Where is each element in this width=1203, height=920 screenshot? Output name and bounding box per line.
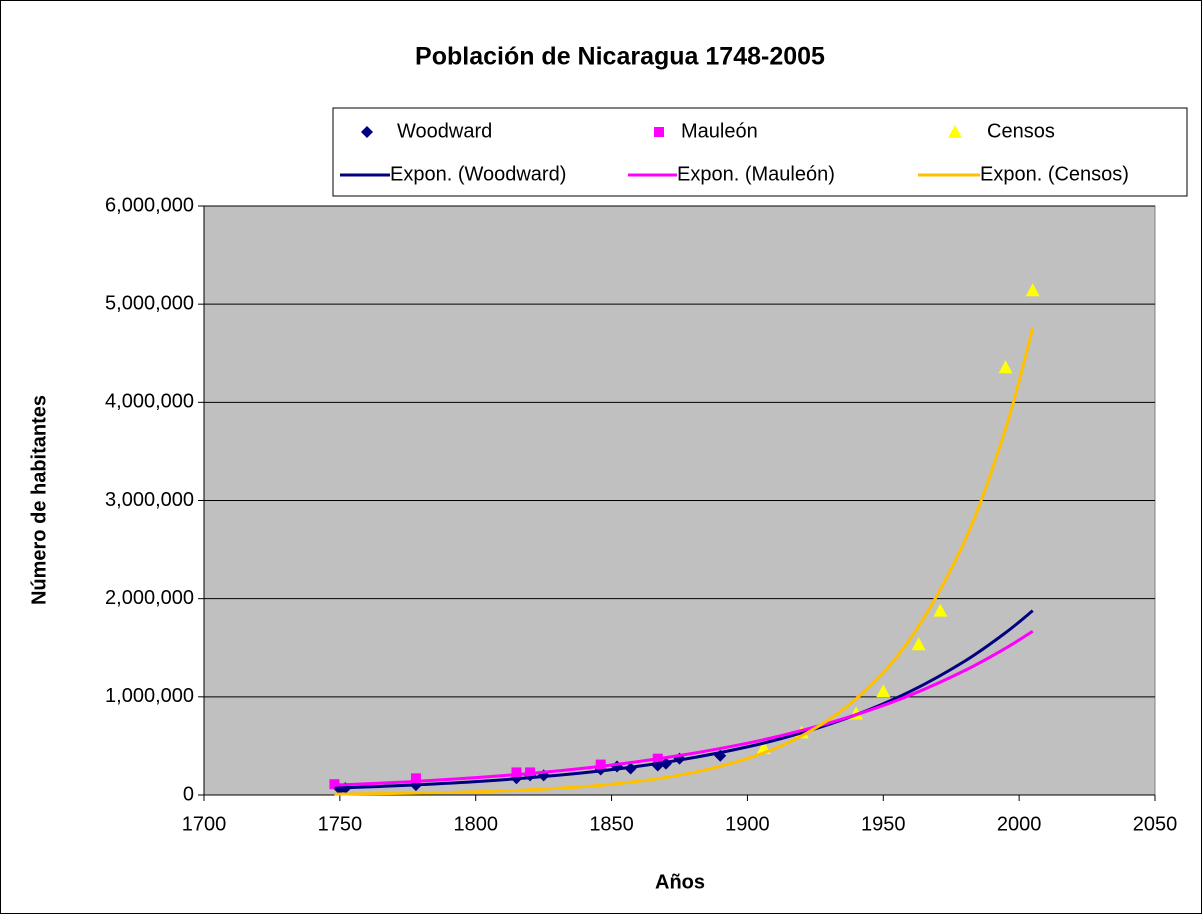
y-tick-label: 4,000,000 (105, 391, 194, 413)
x-tick-label: 1700 (182, 813, 227, 835)
x-tick-label: 1900 (725, 813, 770, 835)
marker-triangle (911, 637, 926, 651)
y-tick-label: 1,000,000 (105, 685, 194, 707)
x-tick-label: 2050 (1133, 813, 1178, 835)
legend-label: Expon. (Woodward) (390, 163, 566, 185)
marker-triangle (876, 684, 891, 698)
y-tick-label: 3,000,000 (105, 489, 194, 511)
x-tick-label: 1800 (453, 813, 498, 835)
y-axis-label: Número de habitantes (28, 395, 50, 605)
x-axis-label: Años (655, 871, 705, 893)
x-tick-label: 1950 (861, 813, 906, 835)
marker-square (511, 767, 522, 778)
x-tick-label: 2000 (997, 813, 1042, 835)
y-tick-label: 0 (183, 783, 194, 805)
marker-square (595, 759, 606, 770)
legend-label: Censos (987, 120, 1055, 142)
trend-line (334, 327, 1035, 796)
marker-square (654, 127, 664, 137)
legend-box (332, 107, 1188, 197)
y-tick-label: 6,000,000 (105, 194, 194, 216)
legend-label: Woodward (397, 120, 492, 142)
legend-label: Expon. (Censos) (980, 163, 1129, 185)
marker-triangle (933, 603, 948, 617)
marker-square (410, 773, 421, 784)
trend-line (334, 629, 1034, 787)
chart-title: Población de Nicaragua 1748-2005 (415, 43, 825, 71)
legend-label: Mauleón (681, 120, 758, 142)
legend-label: Expon. (Mauleón) (677, 163, 835, 185)
marker-triangle (998, 360, 1013, 374)
x-tick-label: 1750 (318, 813, 363, 835)
marker-triangle (948, 125, 962, 138)
marker-diamond (361, 126, 373, 138)
y-tick-label: 5,000,000 (105, 292, 194, 314)
y-tick-label: 2,000,000 (105, 587, 194, 609)
x-tick-label: 1850 (589, 813, 634, 835)
trend-line (334, 609, 1034, 790)
marker-triangle (1025, 283, 1040, 297)
